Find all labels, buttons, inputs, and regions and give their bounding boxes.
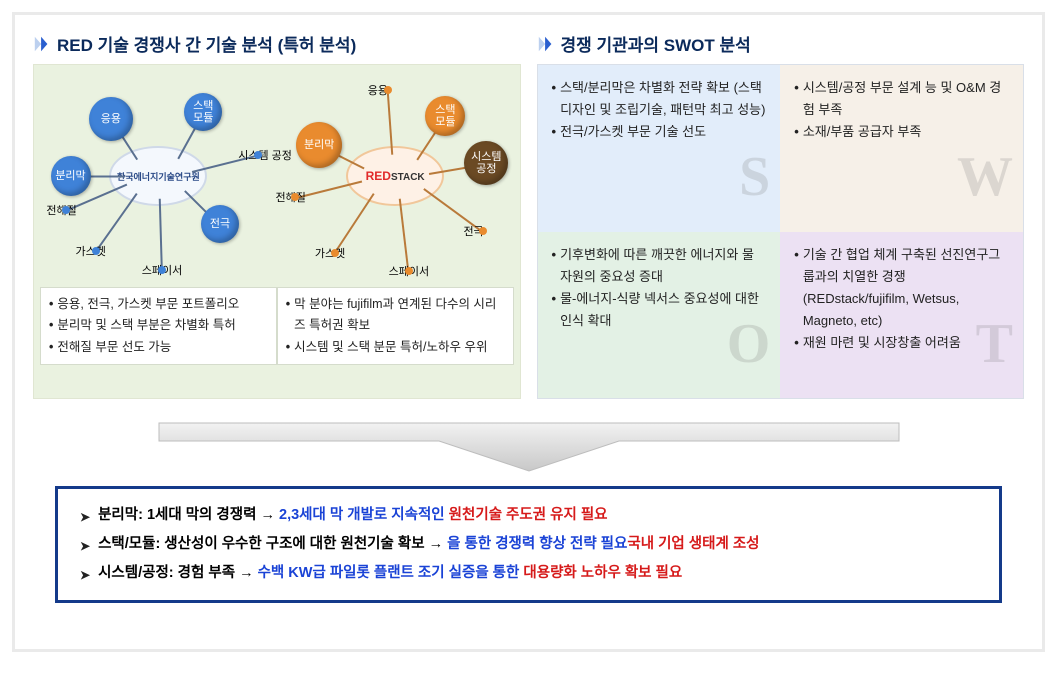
- swot-t: 기술 간 협업 체계 구축된 선진연구그룹과의 치열한 경쟁 (REDstack…: [780, 232, 1023, 399]
- spoke-dot: [479, 227, 487, 235]
- swot-item: 기후변화에 따른 깨끗한 에너지와 물 자원의 중요성 증대: [552, 244, 767, 288]
- left-title-row: RED 기술 경쟁사 간 기술 분석 (특허 분석): [33, 31, 521, 56]
- spoke-dot: [62, 206, 70, 214]
- company1-bullets: 응용, 전극, 가스켓 부문 포트폴리오분리막 및 스택 부분은 차별화 특허전…: [40, 287, 277, 365]
- chevron-icon: [33, 35, 51, 53]
- spoke-line: [159, 199, 163, 271]
- bullet-item: 응용, 전극, 가스켓 부문 포트폴리오: [49, 294, 268, 315]
- company1-hub-label: 한국에너지기술연구원: [117, 170, 200, 183]
- swot-letter-s: S: [739, 130, 770, 225]
- swot-o: 기후변화에 따른 깨끗한 에너지와 물 자원의 중요성 증대물-에너지-식량 넥…: [538, 232, 781, 399]
- spoke-node: 분리막: [296, 122, 342, 168]
- left-body: 한국에너지기술연구원 응용스택 모듈분리막전극전해질가스켓스페이서시스템 공정 …: [33, 64, 521, 399]
- spoke-dot: [158, 266, 166, 274]
- bullet-item: 시스템 및 스택 분문 특허/노하우 우위: [286, 337, 505, 358]
- top-row: RED 기술 경쟁사 간 기술 분석 (특허 분석) 한국에너지기술연구원 응용…: [25, 25, 1032, 415]
- bullet-item: 전해질 부문 선도 가능: [49, 337, 268, 358]
- company2-bullets: 막 분야는 fujifilm과 연계된 다수의 시리즈 특허권 확보시스템 및 …: [277, 287, 514, 365]
- swot-item: 전극/가스켓 부문 기술 선도: [552, 121, 767, 143]
- right-title-row: 경쟁 기관과의 SWOT 분석: [537, 31, 1025, 56]
- swot-item: 스택/분리막은 차별화 전략 확보 (스택 디자인 및 조립기술, 패턴막 최고…: [552, 77, 767, 121]
- chevron-icon: [537, 35, 555, 53]
- swot-letter-w: W: [957, 130, 1013, 225]
- spoke-node: 스택 모듈: [425, 96, 465, 136]
- company2-hub-stack: STACK: [391, 172, 425, 183]
- spoke-node: 응용: [89, 97, 133, 141]
- company2-spoke-chart: REDSTACK 응용스택 모듈분리막시스템 공정전극전해질가스켓스페이서: [277, 71, 514, 281]
- swot-w: 시스템/공정 부문 설계 능 및 O&M 경험 부족소재/부품 공급자 부족W: [780, 65, 1023, 232]
- spoke-dot: [92, 247, 100, 255]
- spoke-node: 전극: [201, 205, 239, 243]
- down-arrow-block: [25, 419, 1032, 478]
- company1-spoke-chart: 한국에너지기술연구원 응용스택 모듈분리막전극전해질가스켓스페이서시스템 공정: [40, 71, 277, 281]
- swot-item: 시스템/공정 부문 설계 능 및 O&M 경험 부족: [794, 77, 1009, 121]
- company2-hub: REDSTACK: [346, 146, 444, 206]
- spoke-node: 스택 모듈: [184, 93, 222, 131]
- swot-item: 재원 마련 및 시장창출 어려움: [794, 332, 1009, 354]
- left-title: RED 기술 경쟁사 간 기술 분석 (특허 분석): [57, 31, 356, 56]
- conclusion-box: 분리막: 1세대 막의 경쟁력 → 2,3세대 막 개발로 지속적인 원천기술 …: [55, 486, 1002, 603]
- conclusion-line: 분리막: 1세대 막의 경쟁력 → 2,3세대 막 개발로 지속적인 원천기술 …: [80, 501, 977, 530]
- spoke-line: [399, 198, 409, 271]
- bullet-item: 분리막 및 스택 부분은 차별화 특허: [49, 315, 268, 336]
- left-panel: RED 기술 경쟁사 간 기술 분석 (특허 분석) 한국에너지기술연구원 응용…: [25, 25, 529, 415]
- slide-frame: RED 기술 경쟁사 간 기술 분석 (특허 분석) 한국에너지기술연구원 응용…: [12, 12, 1045, 652]
- spoke-node: 시스템 공정: [464, 141, 508, 185]
- spoke-dot: [384, 86, 392, 94]
- conclusion-line: 시스템/공정: 경험 부족 → 수백 KW급 파일롯 플랜트 조기 실증을 통한…: [80, 559, 977, 588]
- spoke-label: 가스켓: [76, 243, 106, 259]
- conclusion-line: 스택/모듈: 생산성이 우수한 구조에 대한 원천기술 확보 → 을 통한 경쟁…: [80, 530, 977, 559]
- right-panel: 경쟁 기관과의 SWOT 분석 스택/분리막은 차별화 전략 확보 (스택 디자…: [529, 25, 1033, 415]
- swot-item: 물-에너지-식량 넥서스 중요성에 대한 인식 확대: [552, 288, 767, 332]
- swot-s: 스택/분리막은 차별화 전략 확보 (스택 디자인 및 조립기술, 패턴막 최고…: [538, 65, 781, 232]
- spoke-dot: [405, 267, 413, 275]
- company2-hub-red: RED: [366, 169, 391, 183]
- bullet-item: 막 분야는 fujifilm과 연계된 다수의 시리즈 특허권 확보: [286, 294, 505, 337]
- swot-item: 기술 간 협업 체계 구축된 선진연구그룹과의 치열한 경쟁 (REDstack…: [794, 244, 1009, 332]
- company1-block: 한국에너지기술연구원 응용스택 모듈분리막전극전해질가스켓스페이서시스템 공정 …: [40, 71, 277, 392]
- right-title: 경쟁 기관과의 SWOT 분석: [561, 31, 751, 56]
- swot-item: 소재/부품 공급자 부족: [794, 121, 1009, 143]
- swot-grid: 스택/분리막은 차별화 전략 확보 (스택 디자인 및 조립기술, 패턴막 최고…: [537, 64, 1025, 399]
- spoke-node: 분리막: [51, 156, 91, 196]
- company2-block: REDSTACK 응용스택 모듈분리막시스템 공정전극전해질가스켓스페이서 막 …: [277, 71, 514, 392]
- down-arrow-icon: [119, 419, 939, 478]
